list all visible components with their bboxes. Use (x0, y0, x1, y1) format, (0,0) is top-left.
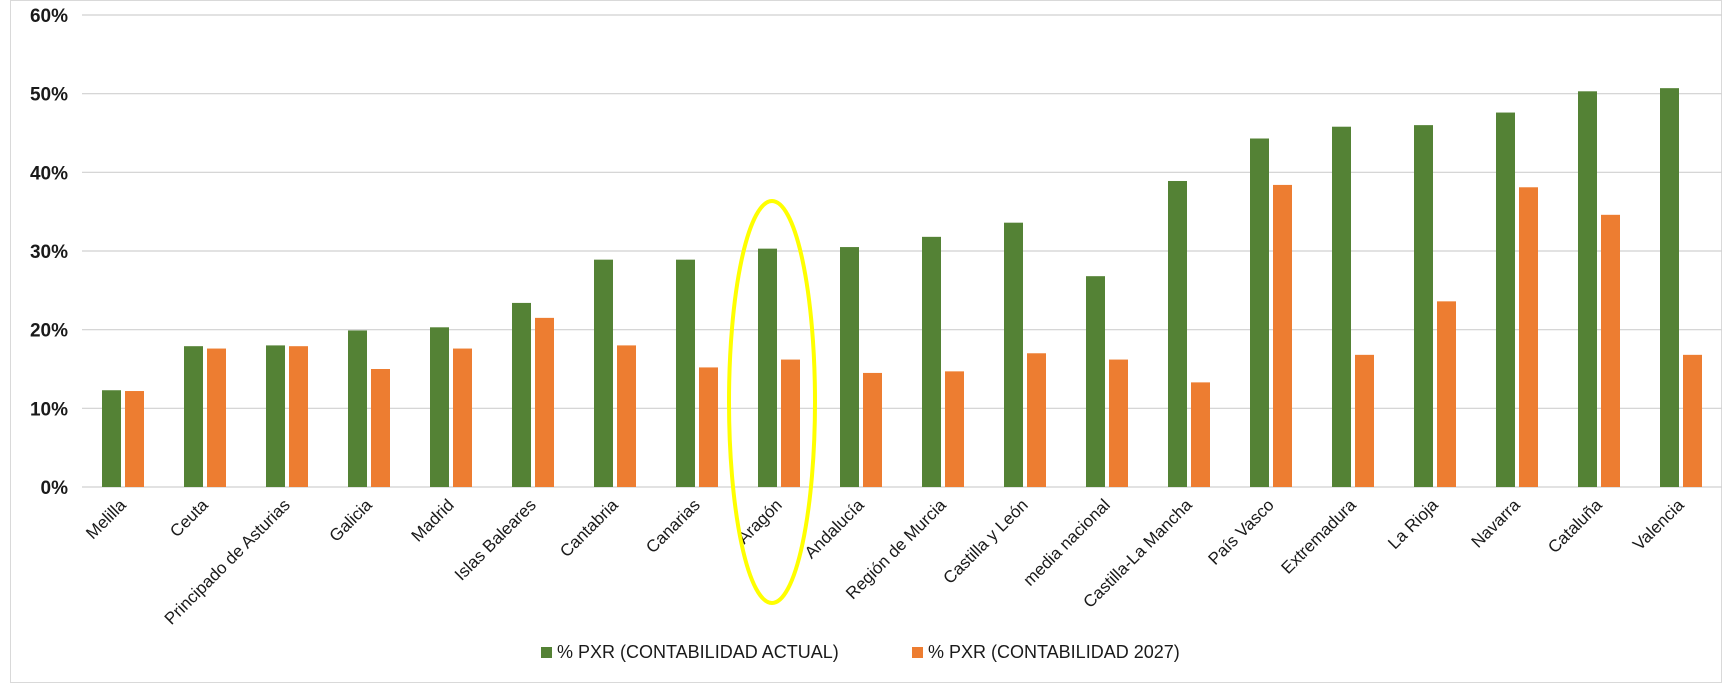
y-tick-label: 0% (41, 478, 69, 499)
legend-label: % PXR (CONTABILIDAD ACTUAL) (557, 642, 839, 662)
y-tick-label: 20% (30, 321, 68, 342)
bar-actual (1168, 180, 1187, 487)
bar-2027 (453, 348, 472, 487)
x-tick-label: Canarias (642, 495, 704, 557)
x-tick-label: Castilla y León (940, 495, 1032, 587)
bar-2027 (207, 348, 226, 487)
highlight-ellipse (727, 199, 817, 605)
bar-actual (1004, 222, 1023, 487)
x-tick-label: Cantabria (556, 495, 622, 561)
y-tick-label: 50% (30, 85, 68, 106)
bar-actual (1414, 125, 1433, 487)
y-tick-label: 40% (30, 163, 68, 184)
x-tick-label: Melilla (82, 495, 130, 543)
bar-2027 (1601, 214, 1620, 487)
legend-swatch (541, 647, 552, 658)
bar-actual (1496, 112, 1515, 488)
bar-actual (512, 302, 531, 487)
bar-2027 (1519, 187, 1538, 487)
bar-actual (266, 345, 285, 487)
bar-actual (758, 248, 777, 487)
y-axis-ticks: 0% 10% 20% 30% 40% 50% 60% (30, 6, 68, 499)
x-tick-label: Valencia (1629, 495, 1688, 554)
bar-2027 (781, 359, 800, 487)
bar-actual (1250, 138, 1269, 488)
bar-actual (1660, 88, 1679, 487)
bar-2027 (699, 367, 718, 487)
bar-2027 (1437, 301, 1456, 487)
bar-2027 (945, 371, 964, 487)
bar-2027 (371, 369, 390, 487)
bar-actual (1332, 126, 1351, 487)
bar-2027 (1191, 382, 1210, 487)
x-tick-label: Navarra (1468, 495, 1525, 552)
y-tick-label: 60% (30, 6, 68, 27)
x-tick-label: media nacional (1020, 495, 1114, 589)
bar-actual (676, 259, 695, 487)
bar-2027 (1355, 354, 1374, 487)
bar-2027 (617, 345, 636, 487)
x-tick-label: Ceuta (166, 495, 212, 541)
bar-actual (1086, 276, 1105, 487)
bar-2027 (125, 391, 144, 487)
x-tick-label: La Rioja (1384, 495, 1442, 553)
gridlines (82, 14, 1722, 488)
bar-actual (102, 390, 121, 487)
x-tick-label: País Vasco (1204, 495, 1277, 568)
bar-2027 (535, 317, 554, 487)
bar-actual (840, 247, 859, 487)
y-tick-label: 10% (30, 399, 68, 420)
x-tick-label: Cataluña (1544, 495, 1606, 557)
bar-2027 (1273, 184, 1292, 488)
x-tick-label: Madrid (408, 495, 458, 545)
legend: % PXR (CONTABILIDAD ACTUAL) % PXR (CONTAB… (541, 642, 1180, 662)
legend-label: % PXR (CONTABILIDAD 2027) (928, 642, 1180, 662)
bar-2027 (863, 372, 882, 487)
bar-actual (184, 346, 203, 487)
y-tick-label: 30% (30, 242, 68, 263)
bars (102, 88, 1702, 488)
bar-actual (348, 330, 367, 487)
x-tick-label: Galicia (326, 495, 377, 546)
bar-actual (430, 327, 449, 487)
bar-2027 (1683, 354, 1702, 487)
bar-actual (594, 259, 613, 487)
bar-actual (1578, 91, 1597, 487)
bar-2027 (1109, 359, 1128, 487)
bar-actual (922, 236, 941, 487)
x-tick-label: Extremadura (1278, 495, 1361, 578)
legend-swatch (912, 647, 923, 658)
x-tick-label: Islas Baleares (451, 495, 540, 584)
bar-2027 (1027, 353, 1046, 487)
bar-2027 (289, 346, 308, 487)
